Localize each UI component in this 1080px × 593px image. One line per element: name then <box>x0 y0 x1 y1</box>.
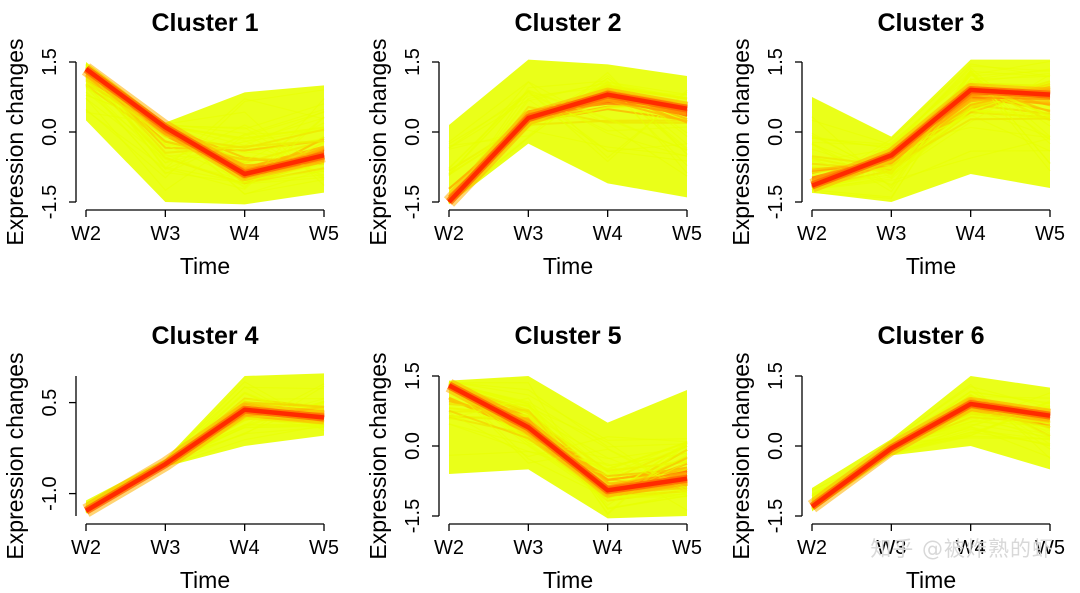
x-tick-label: W5 <box>1035 223 1065 245</box>
member-line <box>811 71 1051 200</box>
centroid-line <box>84 67 325 177</box>
member-line <box>448 91 688 152</box>
x-tick-label: W5 <box>309 223 339 245</box>
y-tick-label: -1.0 <box>39 476 61 510</box>
member-line <box>811 69 1051 164</box>
y-tick-label: 0.0 <box>402 118 424 146</box>
cluster-title: Cluster 3 <box>878 9 985 37</box>
centroid-line <box>810 401 1051 509</box>
y-tick-label: 1.5 <box>765 48 787 76</box>
x-tick-label: W2 <box>434 223 464 245</box>
y-tick-label: -1.5 <box>765 185 787 219</box>
x-tick-label: W4 <box>230 537 260 559</box>
x-tick-label: W3 <box>513 223 543 245</box>
y-tick-label: 1.5 <box>402 362 424 390</box>
y-tick-label: -1.5 <box>402 499 424 533</box>
member-line <box>448 98 688 162</box>
centroid-line <box>447 383 688 493</box>
x-axis-label: Time <box>180 567 230 593</box>
y-axis-label: Expression changes <box>728 352 754 559</box>
x-tick-label: W5 <box>1035 537 1065 559</box>
x-tick-label: W4 <box>593 223 623 245</box>
x-tick-label: W2 <box>71 223 101 245</box>
y-axis-label: Expression changes <box>728 38 754 245</box>
cluster-title: Cluster 6 <box>878 322 985 350</box>
member-line <box>811 68 1051 198</box>
y-axis-label: Expression changes <box>365 38 391 245</box>
y-tick-label: 0.0 <box>765 118 787 146</box>
y-tick-label: 1.5 <box>402 48 424 76</box>
member-line <box>85 98 325 181</box>
x-tick-label: W3 <box>150 223 180 245</box>
x-tick-label: W2 <box>797 223 827 245</box>
cluster-panel-4: W2 W3 W4 W5 0.5 -1.0 Cluster 4 Time Expression c… <box>2 322 339 593</box>
member-line <box>85 98 325 170</box>
member-line <box>448 129 688 157</box>
member-line <box>811 117 1051 167</box>
y-tick-label: -1.5 <box>39 185 61 219</box>
cluster-title: Cluster 5 <box>515 322 622 350</box>
member-line <box>448 382 688 489</box>
x-axis-label: Time <box>543 253 593 279</box>
x-tick-label: W3 <box>513 537 543 559</box>
x-tick-label: W3 <box>876 537 906 559</box>
y-tick-label: -1.5 <box>402 185 424 219</box>
y-axis-label: Expression changes <box>2 38 28 245</box>
x-tick-label: W4 <box>956 537 986 559</box>
x-axis-label: Time <box>543 567 593 593</box>
member-line <box>811 137 1051 191</box>
y-axis-label: Expression changes <box>2 352 28 559</box>
member-line <box>448 381 688 499</box>
x-tick-label: W2 <box>797 537 827 559</box>
member-line <box>811 71 1051 147</box>
cluster-title: Cluster 1 <box>152 9 259 37</box>
watermark: 知乎 @被炸熟的虾 <box>870 537 1054 561</box>
cluster-panel-2: W2 W3 W4 W5 1.5 0.0 -1.5 Cluster 2 Time Expressio… <box>365 9 702 279</box>
x-tick-label: W4 <box>593 537 623 559</box>
y-tick-label: 1.5 <box>39 48 61 76</box>
x-tick-label: W5 <box>309 537 339 559</box>
x-axis-label: Time <box>906 567 956 593</box>
x-tick-label: W5 <box>672 537 702 559</box>
cluster-panel-6: W2 W3 W4 W5 1.5 0.0 -1.5 Cluster 6 Time Expressio… <box>728 322 1065 593</box>
x-tick-label: W2 <box>71 537 101 559</box>
cluster-title: Cluster 2 <box>515 9 622 37</box>
x-tick-label: W5 <box>672 223 702 245</box>
x-tick-label: W4 <box>230 223 260 245</box>
x-tick-label: W2 <box>434 537 464 559</box>
x-tick-label: W4 <box>956 223 986 245</box>
y-tick-label: 1.5 <box>765 362 787 390</box>
x-tick-label: W3 <box>150 537 180 559</box>
x-axis-label: Time <box>180 253 230 279</box>
member-line <box>448 381 688 441</box>
centroid-line <box>447 92 688 204</box>
y-tick-label: 0.0 <box>39 118 61 146</box>
member-line <box>85 66 325 184</box>
y-tick-label: -1.5 <box>765 499 787 533</box>
cluster-panel-5: W2 W3 W4 W5 1.5 0.0 -1.5 Cluster 5 Time Expressio… <box>365 322 702 593</box>
y-tick-label: 0.0 <box>402 432 424 460</box>
cluster-title: Cluster 4 <box>152 322 259 350</box>
centroid-line <box>84 407 325 513</box>
y-tick-label: 0.5 <box>39 389 61 417</box>
centroid-line <box>811 87 1051 188</box>
x-tick-label: W3 <box>876 223 906 245</box>
y-axis-label: Expression changes <box>365 352 391 559</box>
y-tick-label: 0.0 <box>765 432 787 460</box>
x-axis-label: Time <box>906 253 956 279</box>
member-line <box>85 79 325 149</box>
member-line <box>448 80 688 204</box>
cluster-panel-3: W2 W3 W4 W5 1.5 0.0 -1.5 Cluster 3 Time Expressio… <box>728 9 1065 279</box>
cluster-panel-1: W2 W3 W4 W5 1.5 0.0 -1.5 Cluster 1 Time Expressio… <box>2 9 339 279</box>
